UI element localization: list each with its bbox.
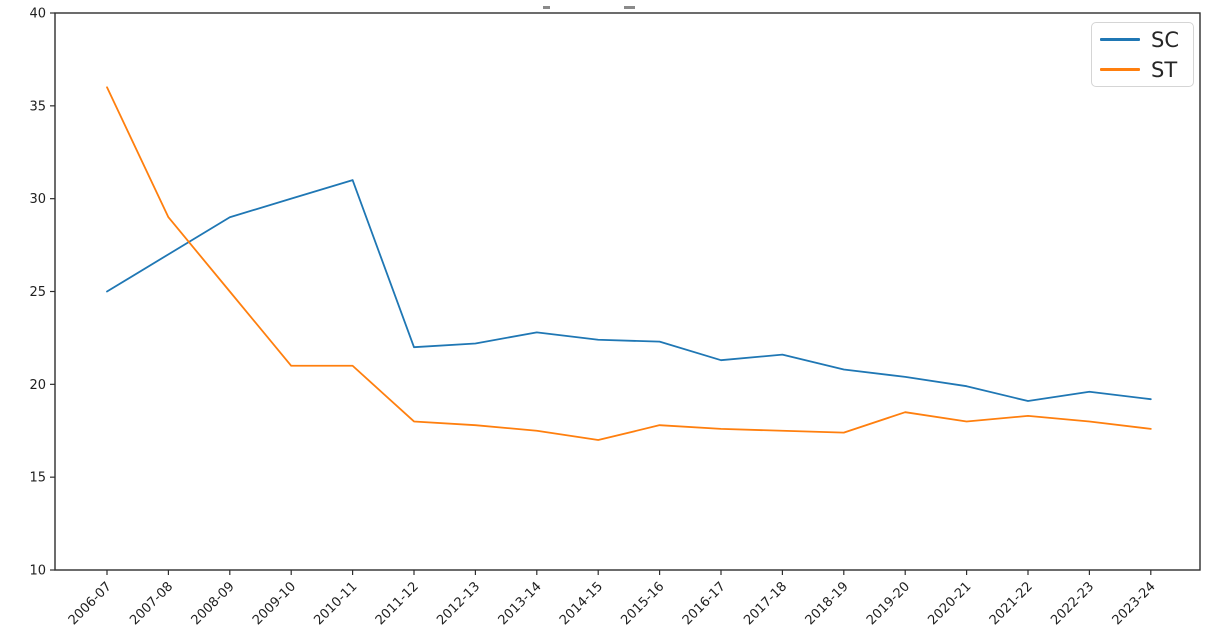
svg-text:2021-22: 2021-22 [987,579,1036,628]
svg-text:30: 30 [29,192,46,207]
svg-text:2022-23: 2022-23 [1048,579,1097,628]
legend-label-sc: SC [1151,27,1179,52]
svg-text:2014-15: 2014-15 [557,579,606,628]
svg-text:2011-12: 2011-12 [373,579,422,628]
svg-text:2016-17: 2016-17 [680,579,729,628]
svg-text:15: 15 [29,471,46,486]
svg-text:25: 25 [29,285,46,300]
svg-text:2020-21: 2020-21 [925,579,974,628]
svg-text:2006-07: 2006-07 [66,579,115,628]
svg-text:2013-14: 2013-14 [496,579,545,628]
cropped-title-fragment [543,6,550,9]
legend-item-st: ST [1100,57,1185,83]
legend-item-sc: SC [1100,27,1185,53]
svg-text:40: 40 [29,7,46,22]
legend: SC ST [1091,22,1194,87]
svg-text:2009-10: 2009-10 [250,579,299,628]
svg-text:2008-09: 2008-09 [189,579,238,628]
svg-text:35: 35 [29,99,46,114]
svg-text:2017-18: 2017-18 [741,579,790,628]
svg-text:2007-08: 2007-08 [127,579,176,628]
svg-text:2023-24: 2023-24 [1110,579,1159,628]
svg-text:2015-16: 2015-16 [618,579,667,628]
svg-text:10: 10 [29,564,46,579]
sc-line-swatch [1100,38,1140,41]
svg-text:2010-11: 2010-11 [311,579,360,628]
legend-label-st: ST [1151,57,1178,82]
svg-text:2018-19: 2018-19 [803,579,852,628]
cropped-title-fragment [624,6,635,9]
svg-text:2019-20: 2019-20 [864,579,913,628]
svg-text:2012-13: 2012-13 [434,579,483,628]
st-line-swatch [1100,68,1140,71]
svg-text:20: 20 [29,378,46,393]
